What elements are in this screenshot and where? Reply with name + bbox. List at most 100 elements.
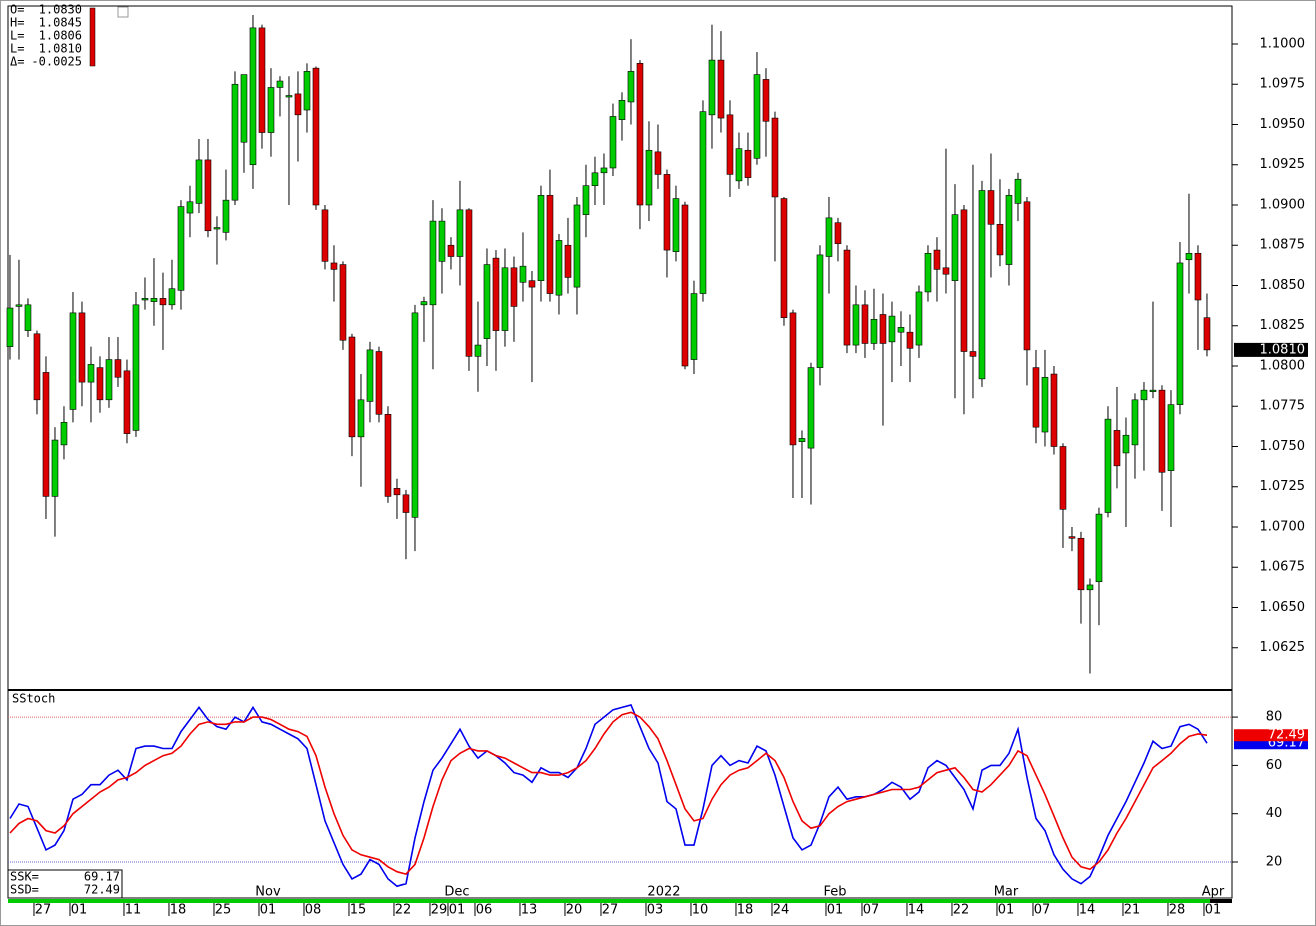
- panel-button[interactable]: [117, 6, 129, 18]
- candle-body: [150, 298, 158, 302]
- x-tick-label: 01: [71, 903, 88, 918]
- x-tick-label: 28: [1169, 903, 1186, 918]
- x-tick-label: 07: [1034, 903, 1051, 918]
- x-tick-label: 24: [773, 903, 790, 918]
- y-tick-label: 1.0675: [1260, 560, 1306, 575]
- info-value: 1.0810: [39, 42, 82, 56]
- candle-body: [420, 301, 428, 306]
- candle-body: [591, 172, 599, 186]
- candle-body: [204, 159, 212, 232]
- candle-body: [1113, 430, 1121, 467]
- candle-body: [357, 399, 365, 438]
- candle-body: [456, 209, 464, 257]
- candle-body: [546, 195, 554, 294]
- candle-body: [861, 304, 869, 344]
- info-label: L=: [10, 29, 24, 43]
- candle-body: [645, 149, 653, 206]
- candle-body: [618, 100, 626, 120]
- candle-body: [465, 209, 473, 357]
- candle-body: [870, 319, 878, 344]
- candle-body: [510, 267, 518, 307]
- candle-body: [1140, 389, 1148, 401]
- panel-title: SStoch: [12, 692, 55, 706]
- x-tick-label: 29: [431, 903, 448, 918]
- candle-body: [1014, 178, 1022, 204]
- value-badge: [1234, 729, 1308, 742]
- candle-body: [636, 63, 644, 206]
- candle-body: [240, 74, 248, 143]
- candle-body: [1077, 537, 1085, 591]
- candle-body: [213, 227, 221, 230]
- x-tick-label: 03: [647, 903, 664, 918]
- candle-body: [303, 71, 311, 111]
- month-label: Nov: [255, 885, 281, 900]
- info-value: 1.0806: [39, 29, 82, 43]
- month-label: Mar: [994, 885, 1019, 900]
- x-tick-label: 25: [215, 903, 232, 918]
- candle-body: [897, 327, 905, 333]
- legend-box: [7, 869, 123, 899]
- candle-body: [384, 413, 392, 497]
- candle-body: [537, 195, 545, 281]
- candle-body: [753, 74, 761, 159]
- candle-body: [879, 314, 887, 344]
- bottom-strip: [8, 899, 1232, 903]
- x-tick-label: 01: [827, 903, 844, 918]
- candle-body: [339, 264, 347, 341]
- candle-body: [231, 83, 239, 201]
- candle-body: [1005, 195, 1013, 265]
- month-label: Dec: [444, 885, 469, 900]
- y-tick-label: 1.0800: [1260, 358, 1306, 373]
- x-tick-label: 27: [602, 903, 619, 918]
- last-price-label: 1.0810: [1260, 342, 1306, 357]
- candle-body: [438, 220, 446, 262]
- candle-body: [276, 80, 284, 88]
- info-label: H=: [10, 16, 24, 30]
- candle-body: [1041, 376, 1049, 433]
- candle-body: [852, 304, 860, 346]
- candle-body: [726, 114, 734, 175]
- candle-body: [402, 494, 410, 513]
- candle-body: [60, 422, 68, 446]
- stoch-line: [9, 704, 1208, 888]
- y-tick-label: 1.1000: [1260, 36, 1306, 51]
- legend-name: SSK=: [10, 870, 39, 884]
- x-tick-label: 15: [350, 903, 367, 918]
- candle-body: [348, 336, 356, 438]
- y-tick-label: 80: [1266, 710, 1283, 725]
- legend-value: 69.17: [84, 870, 120, 884]
- candle-body: [375, 351, 383, 415]
- bottom-strip-end: [1210, 899, 1232, 903]
- month-label: 2022: [647, 885, 680, 900]
- candle-body: [483, 264, 491, 339]
- x-tick-label: 14: [1079, 903, 1096, 918]
- candle-body: [42, 372, 50, 497]
- candle-body: [969, 351, 977, 357]
- candle-body: [789, 312, 797, 446]
- legend-name: SSD=: [10, 883, 39, 897]
- candle-body: [6, 307, 14, 347]
- candle-body: [960, 209, 968, 352]
- candle-body: [735, 148, 743, 182]
- candle-body: [555, 240, 563, 296]
- candle-body: [69, 312, 77, 410]
- candle-body: [132, 304, 140, 431]
- candle-body: [1167, 404, 1175, 471]
- y-tick-label: 1.0950: [1260, 117, 1306, 132]
- candle-body: [519, 265, 527, 283]
- candle-body: [528, 280, 536, 288]
- info-value: 1.0845: [39, 16, 82, 30]
- current-candle-icon: [89, 7, 96, 67]
- candle-body: [33, 333, 41, 401]
- candle-body: [816, 254, 824, 368]
- y-tick-label: 1.0925: [1260, 157, 1306, 172]
- candle-body: [294, 93, 302, 116]
- candle-body: [690, 293, 698, 360]
- candle-body: [24, 304, 32, 331]
- candle-body: [906, 331, 914, 349]
- candle-body: [1203, 317, 1211, 351]
- info-label: O=: [10, 3, 24, 17]
- candle-body: [627, 71, 635, 103]
